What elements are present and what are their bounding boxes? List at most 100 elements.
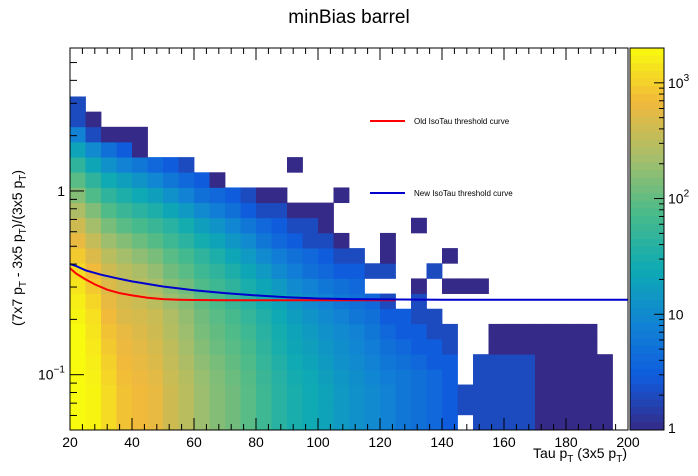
heatmap-cell	[178, 414, 195, 431]
heatmap-cell	[85, 384, 102, 401]
heatmap-cell	[550, 369, 567, 385]
heatmap-cell	[442, 339, 458, 355]
heatmap-cell	[380, 414, 396, 431]
heatmap-cell	[116, 354, 133, 370]
heatmap-cell	[178, 217, 195, 234]
heatmap-cell	[504, 384, 520, 401]
heatmap-cell	[442, 278, 458, 294]
heatmap-cell	[581, 384, 598, 401]
heatmap-cell	[442, 323, 458, 340]
heatmap-cell	[147, 172, 164, 188]
heatmap-cell	[70, 157, 86, 173]
heatmap-cell	[318, 339, 334, 355]
heatmap-cell	[349, 414, 365, 431]
palette-swatch	[630, 323, 664, 332]
heatmap-cell	[116, 308, 133, 325]
heatmap-cell	[132, 232, 148, 249]
palette-swatch	[630, 239, 664, 248]
heatmap-cell	[426, 323, 443, 340]
z-tick-label: 1	[668, 420, 676, 436]
heatmap-cell	[194, 202, 210, 219]
palette-swatch	[630, 70, 664, 80]
palette-swatch	[630, 353, 664, 362]
palette-swatch	[630, 193, 664, 202]
heatmap-cell	[194, 339, 210, 355]
heatmap-cell	[194, 232, 210, 249]
palette-swatch	[630, 132, 664, 141]
heatmap-cell	[256, 308, 272, 325]
heatmap-cell	[442, 248, 458, 264]
heatmap-cell	[132, 187, 148, 204]
x-tick-label: 80	[248, 434, 264, 450]
heatmap-cell	[395, 308, 412, 325]
heatmap-cell	[116, 339, 133, 355]
z-tick-label: 102	[668, 189, 690, 207]
palette-swatch	[630, 170, 664, 179]
heatmap-cell	[101, 248, 117, 264]
palette-swatch	[630, 261, 664, 271]
heatmap-cell	[380, 369, 396, 385]
heatmap-cell	[287, 157, 303, 173]
heatmap-cell	[318, 369, 334, 385]
heatmap-cell	[271, 354, 288, 370]
heatmap-cell	[442, 414, 458, 431]
heatmap-cell	[209, 263, 226, 279]
heatmap-cell	[147, 399, 164, 416]
heatmap-cell	[85, 202, 102, 219]
heatmap-cell	[70, 187, 86, 204]
heatmap-cell	[550, 339, 567, 355]
heatmap-cell	[302, 278, 319, 294]
heatmap-cell	[240, 202, 257, 219]
heatmap-cell	[395, 399, 412, 416]
heatmap-cell	[70, 323, 86, 340]
heatmap-cell	[597, 414, 613, 431]
heatmap-cell	[504, 369, 520, 385]
heatmap-cell	[411, 369, 427, 385]
heatmap-cell	[488, 414, 505, 431]
heatmap-cell	[70, 339, 86, 355]
heatmap-cell	[194, 172, 210, 188]
heatmap-cell	[380, 248, 396, 264]
heatmap-cell	[132, 323, 148, 340]
heatmap-cell	[101, 157, 117, 173]
heatmap-cell	[271, 187, 288, 204]
palette-swatch	[630, 48, 664, 57]
heatmap-cell	[550, 399, 567, 416]
heatmap-cell	[550, 384, 567, 401]
heatmap-cell	[194, 354, 210, 370]
heatmap-cell	[240, 399, 257, 416]
heatmap-cell	[302, 369, 319, 385]
palette-swatch	[630, 177, 664, 187]
heatmap-cell	[101, 172, 117, 188]
heatmap-cell	[116, 202, 133, 219]
heatmap-cell	[333, 384, 350, 401]
heatmap-cell	[209, 354, 226, 370]
heatmap-cell	[333, 354, 350, 370]
palette-swatch	[630, 284, 664, 293]
heatmap-cell	[163, 399, 179, 416]
heatmap-cell	[504, 354, 520, 370]
heatmap-cell	[364, 414, 381, 431]
x-tick-label: 60	[186, 434, 202, 450]
heatmap-cell	[566, 399, 582, 416]
heatmap-cell	[225, 202, 241, 219]
heatmap-cell	[426, 414, 443, 431]
heatmap-cell	[380, 354, 396, 370]
heatmap-cell	[225, 339, 241, 355]
heatmap-cell	[535, 384, 551, 401]
heatmap-cell	[256, 293, 272, 310]
heatmap-cell	[519, 369, 536, 385]
heatmap-cell	[240, 354, 257, 370]
heatmap-cell	[426, 384, 443, 401]
heatmap-cell	[318, 354, 334, 370]
heatmap-cell	[163, 157, 179, 173]
heatmap-cell	[271, 278, 288, 294]
heatmap-cell	[442, 384, 458, 401]
heatmap-cell	[333, 232, 350, 249]
heatmap-cell	[70, 308, 86, 325]
heatmap-cell	[85, 141, 102, 158]
heatmap-cell	[178, 308, 195, 325]
heatmap-cell	[411, 399, 427, 416]
heatmap-cell	[225, 217, 241, 234]
heatmap-cell	[256, 339, 272, 355]
